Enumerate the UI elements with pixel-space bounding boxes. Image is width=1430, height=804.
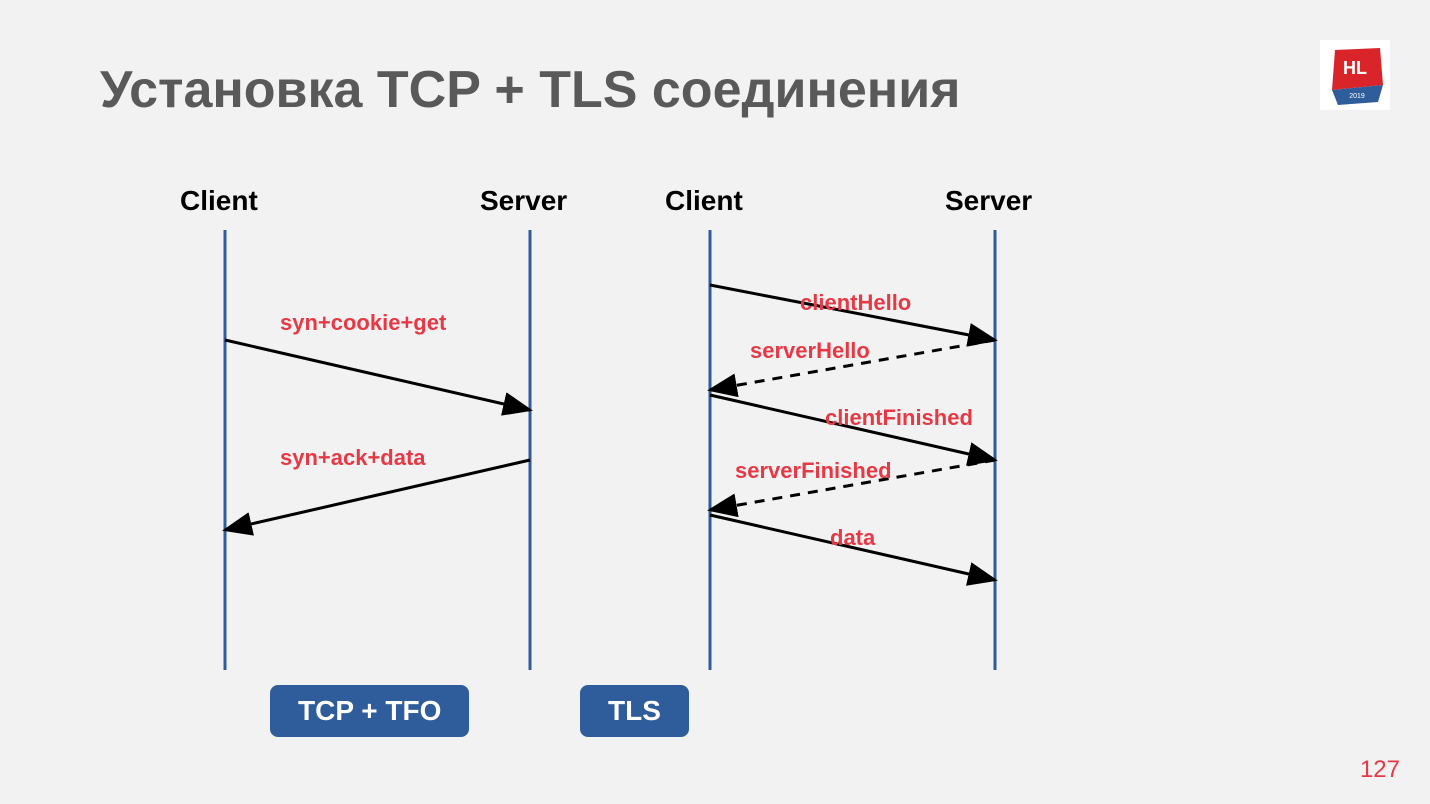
left-badge: TCP + TFO <box>270 685 469 737</box>
slide-title: Установка TCP + TLS соединения <box>100 60 961 120</box>
sequence-svg <box>0 180 1430 800</box>
right-server-label: Server <box>945 185 1032 217</box>
message-arrow <box>225 340 530 410</box>
message-label: syn+cookie+get <box>280 310 446 336</box>
message-label: syn+ack+data <box>280 445 426 471</box>
logo-text: HL <box>1343 58 1367 78</box>
message-label: serverFinished <box>735 458 892 484</box>
left-server-label: Server <box>480 185 567 217</box>
message-label: serverHello <box>750 338 870 364</box>
right-badge: TLS <box>580 685 689 737</box>
left-client-label: Client <box>180 185 258 217</box>
message-label: clientHello <box>800 290 911 316</box>
conference-logo: HL 2019 <box>1320 40 1390 110</box>
diagram-canvas: Client Server TCP + TFO Client Server TL… <box>0 180 1430 800</box>
message-label: clientFinished <box>825 405 973 431</box>
logo-year: 2019 <box>1349 93 1365 100</box>
message-label: data <box>830 525 875 551</box>
right-client-label: Client <box>665 185 743 217</box>
page-number: 127 <box>1360 756 1400 784</box>
